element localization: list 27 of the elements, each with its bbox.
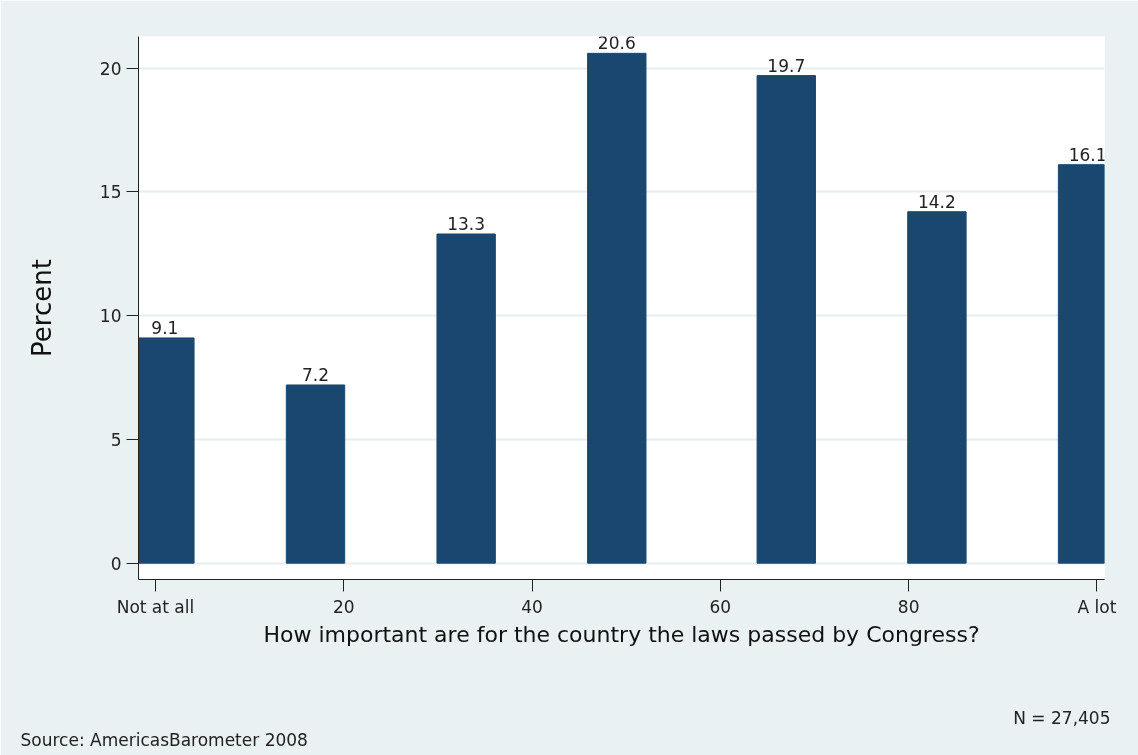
x-tick-label: 20: [332, 596, 355, 617]
x-tick-label: Not at all: [116, 596, 195, 617]
source-note: Source: AmericasBarometer 2008: [20, 729, 308, 750]
y-axis-title: Percent: [26, 259, 57, 357]
y-tick-label: 5: [110, 429, 122, 450]
x-tick-label: A lot: [1077, 596, 1117, 617]
y-tick-label: 20: [99, 58, 122, 79]
bar: [907, 211, 967, 564]
x-tick-label: 60: [709, 596, 732, 617]
x-axis-title: How important are for the country the laws passed by Congress?: [263, 621, 980, 647]
y-tick-label: 0: [110, 553, 122, 574]
data-label: 14.2: [917, 191, 956, 212]
data-label: 19.7: [767, 55, 806, 76]
data-label: 20.6: [597, 33, 636, 54]
data-label: 13.3: [447, 214, 486, 234]
data-label: 7.2: [301, 364, 330, 385]
x-tick-label: 40: [521, 596, 543, 617]
y-tick-label: 15: [99, 182, 122, 203]
text: N = 27,405: [1013, 707, 1111, 728]
x-tick-label: 80: [897, 596, 920, 617]
bar: [285, 384, 346, 564]
y-tick-label: 10: [99, 306, 122, 327]
bar: [756, 75, 816, 564]
bar: [587, 52, 647, 564]
bar: [436, 233, 496, 564]
data-label: 16.1: [1068, 144, 1107, 165]
data-label: 9.1: [151, 317, 179, 338]
